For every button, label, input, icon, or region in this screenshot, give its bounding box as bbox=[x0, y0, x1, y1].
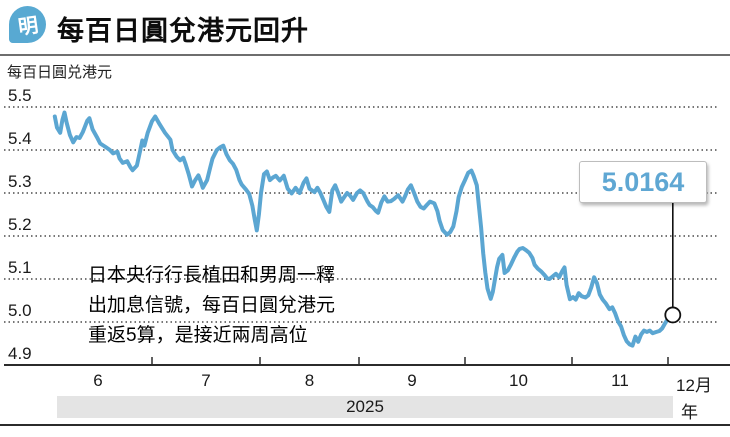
x-tick-label: 11 bbox=[611, 371, 629, 390]
callout-value: 5.0164 bbox=[601, 166, 685, 197]
x-tick-label: 12月 bbox=[676, 376, 712, 395]
header-divider bbox=[0, 54, 730, 56]
y-tick-label: 5.3 bbox=[8, 172, 32, 191]
y-axis-unit-label: 每百日圓兑港元 bbox=[7, 64, 113, 81]
annotation-line-3: 重返5算，是接近兩周高位 bbox=[88, 325, 308, 346]
y-tick-label: 5.5 bbox=[8, 86, 32, 105]
y-tick-label: 5.4 bbox=[8, 129, 32, 148]
mingpao-logo: 明 bbox=[9, 6, 46, 43]
y-tick-label: 5.2 bbox=[8, 215, 32, 234]
y-tick-label: 5.0 bbox=[8, 301, 32, 320]
x-tick-label: 9 bbox=[407, 371, 417, 390]
x-tick-label: 10 bbox=[509, 371, 528, 390]
x-tick-label: 6 bbox=[93, 371, 103, 390]
page-title: 每百日圓兌港元回升 bbox=[57, 16, 309, 46]
year-band-label: 2025 bbox=[346, 397, 384, 416]
annotation-line-2: 出加息信號，每百日圓兌港元 bbox=[88, 295, 336, 316]
y-tick-label: 4.9 bbox=[8, 344, 32, 363]
series-line bbox=[52, 110, 675, 348]
annotation-line-1: 日本央行行長植田和男周一釋 bbox=[88, 265, 336, 286]
annotation-text: 日本央行行長植田和男周一釋 出加息信號，每百日圓兌港元 重返5算，是接近兩周高位 bbox=[88, 261, 335, 351]
year-band: 2025 bbox=[57, 396, 673, 418]
x-tick-label: 8 bbox=[304, 371, 315, 390]
x-tick-label: 7 bbox=[201, 371, 211, 390]
bottom-divider bbox=[0, 424, 730, 426]
value-callout: 5.0164 bbox=[579, 161, 707, 203]
y-tick-label: 5.1 bbox=[8, 258, 32, 277]
last-point-marker bbox=[664, 306, 682, 324]
year-suffix-label: 年 bbox=[681, 403, 698, 422]
logo-character: 明 bbox=[16, 14, 40, 40]
